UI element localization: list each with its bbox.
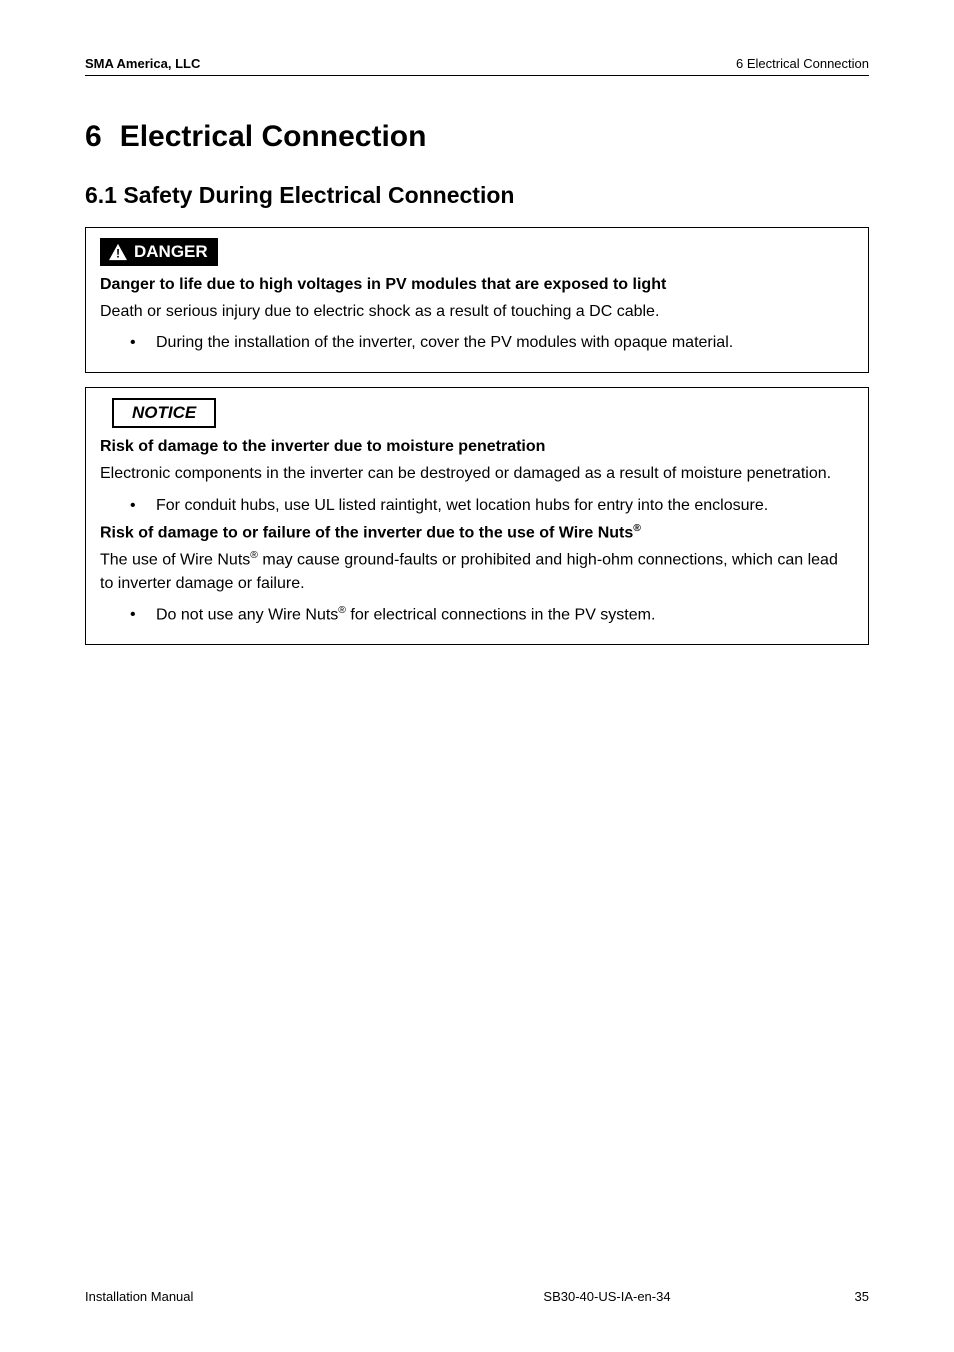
registered-mark: ® (633, 523, 641, 534)
heading-1: 6 Electrical Connection (85, 120, 869, 154)
list-item: During the installation of the inverter,… (130, 331, 854, 354)
heading-2: 6.1 Safety During Electrical Connection (85, 182, 869, 209)
notice-label: NOTICE (112, 398, 216, 428)
footer-row: Installation Manual 35 (85, 1289, 869, 1304)
notice-paragraph-1: Electronic components in the inverter ca… (100, 462, 854, 485)
warning-triangle-icon: ! (108, 243, 128, 261)
registered-mark: ® (250, 550, 258, 561)
danger-callout: ! DANGER Danger to life due to high volt… (85, 227, 869, 373)
footer-left: Installation Manual (85, 1289, 193, 1304)
notice-callout: NOTICE Risk of damage to the inverter du… (85, 387, 869, 645)
notice-bullet-list-2: Do not use any Wire Nuts® for electrical… (100, 603, 854, 627)
footer-right: 35 (855, 1289, 869, 1304)
notice-bullet-list-1: For conduit hubs, use UL listed raintigh… (100, 494, 854, 517)
danger-label-text: DANGER (134, 242, 208, 262)
notice-subhead-2-text: Risk of damage to or failure of the inve… (100, 524, 633, 541)
heading-1-number: 6 (85, 120, 102, 154)
page: SMA America, LLC 6 Electrical Connection… (0, 0, 954, 1352)
notice-bullet-2-post: for electrical connections in the PV sys… (346, 606, 655, 623)
heading-1-text: Electrical Connection (120, 120, 427, 153)
list-item: For conduit hubs, use UL listed raintigh… (130, 494, 854, 517)
header-left: SMA America, LLC (85, 56, 200, 71)
notice-subhead-2: Risk of damage to or failure of the inve… (100, 523, 854, 542)
registered-mark: ® (338, 605, 346, 616)
notice-para-2-pre: The use of Wire Nuts (100, 551, 250, 568)
list-item: Do not use any Wire Nuts® for electrical… (130, 603, 854, 627)
notice-bullet-2-pre: Do not use any Wire Nuts (156, 606, 338, 623)
danger-label: ! DANGER (100, 238, 218, 266)
header-row: SMA America, LLC 6 Electrical Connection (85, 56, 869, 71)
danger-paragraph: Death or serious injury due to electric … (100, 300, 854, 323)
header-right: 6 Electrical Connection (736, 56, 869, 71)
header-rule (85, 75, 869, 76)
svg-text:!: ! (116, 247, 120, 261)
danger-subhead: Danger to life due to high voltages in P… (100, 276, 854, 294)
notice-subhead-1: Risk of damage to the inverter due to mo… (100, 438, 854, 456)
notice-paragraph-2: The use of Wire Nuts® may cause ground-f… (100, 548, 854, 595)
danger-bullet-list: During the installation of the inverter,… (100, 331, 854, 354)
